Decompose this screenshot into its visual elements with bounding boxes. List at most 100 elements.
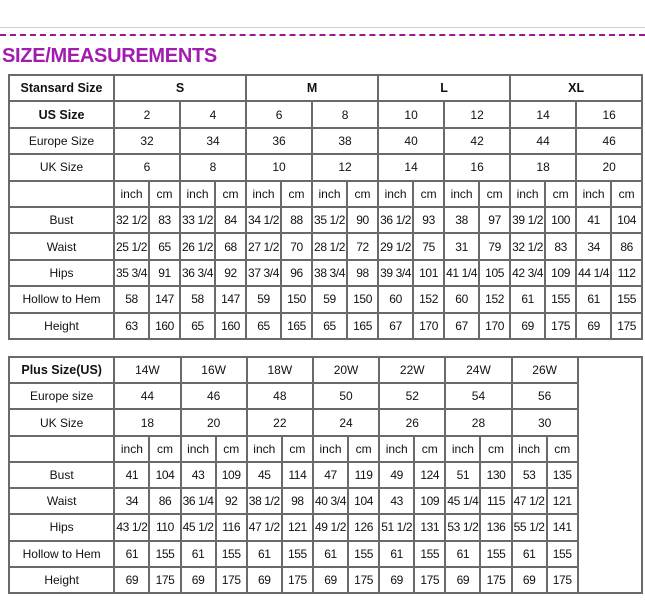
measurement-value: 101: [412, 258, 446, 288]
measurement-value: 67: [377, 311, 415, 341]
size-group-s: S: [112, 73, 248, 103]
europe-size-cell: 34: [178, 126, 248, 156]
measurement-value: 155: [479, 539, 513, 568]
measurement-value: 38 1/2: [245, 487, 283, 516]
uk-size-row: UK Size 18 20 22 24 26 28 30: [7, 408, 642, 437]
unit-cell: inch: [378, 434, 416, 463]
measurement-value: 55 1/2: [510, 513, 548, 542]
europe-size-cell: 50: [311, 382, 381, 411]
unit-cell: cm: [148, 434, 182, 463]
uk-size-cell: 22: [245, 408, 314, 437]
measurement-value: 160: [148, 311, 181, 341]
measurement-value: 41: [575, 205, 613, 235]
unit-cell: cm: [280, 179, 314, 208]
us-size-cell: 16: [575, 100, 644, 129]
measurement-value: 35 3/4: [113, 258, 150, 288]
measurement-value: 27 1/2: [245, 232, 283, 261]
uk-size-cell: 18: [113, 408, 182, 437]
europe-size-cell: 40: [377, 126, 446, 156]
measurement-value: 61: [378, 539, 416, 568]
measurement-value: 75: [412, 232, 446, 261]
page-title: SIZE/MEASUREMENTS: [2, 45, 217, 67]
measurement-row-bust: Bust 41 104 43 109 45 114 47 119 49 124 51 130 53 135: [7, 460, 642, 490]
unit-cell: cm: [544, 179, 578, 208]
us-size-cell: 12: [443, 100, 512, 129]
measurement-value: 65: [179, 311, 216, 341]
measurement-value: 35 1/2: [311, 205, 349, 235]
plus-us-size-cell: 24W: [444, 355, 513, 385]
europe-size-cell: 38: [311, 126, 380, 156]
size-group-m: M: [245, 73, 380, 103]
units-row: inch cm inch cm inch cm inch cm inch cm inch cm inch…: [7, 434, 642, 463]
measurement-value: 124: [413, 460, 447, 490]
us-size-cell: 2: [113, 100, 181, 129]
measurement-value: 91: [148, 258, 181, 288]
measurement-value: 98: [346, 258, 380, 288]
size-group-l: L: [377, 73, 512, 103]
measurement-value: 29 1/2: [377, 232, 415, 261]
measurement-value: 51: [444, 460, 482, 490]
measurement-value: 155: [544, 285, 578, 314]
measurement-value: 155: [610, 285, 644, 314]
measurement-value: 100: [544, 205, 578, 235]
measurement-value: 69: [179, 565, 217, 595]
uk-size-label: UK Size: [7, 408, 116, 437]
measurement-value: 69: [378, 565, 416, 595]
measurement-value: 92: [213, 258, 248, 288]
europe-size-cell: 46: [575, 126, 644, 156]
measurement-row-hollow-to-hem: Hollow to Hem 58 147 58 147 59 150 59 150 60 152 60…: [8, 285, 644, 314]
measurement-value: 43: [179, 460, 217, 490]
measurement-value: 109: [214, 460, 248, 490]
measurement-value: 49: [378, 460, 416, 490]
measurement-value: 116: [214, 513, 248, 542]
measurement-value: 61: [113, 539, 151, 568]
measurement-value: 58: [179, 285, 216, 314]
unit-cell: cm: [213, 179, 248, 208]
unit-cell: cm: [148, 179, 181, 208]
measurement-value: 53: [510, 460, 548, 490]
measurement-value: 47: [311, 460, 350, 490]
uk-size-cell: 20: [179, 408, 248, 437]
measurement-value: 110: [148, 513, 182, 542]
units-row: inch cm inch cm inch cm inch cm inch cm inch cm inch…: [8, 179, 644, 208]
unit-cell: cm: [214, 434, 248, 463]
measurement-value: 86: [148, 487, 182, 516]
unit-cell: cm: [280, 434, 314, 463]
measurement-value: 155: [280, 539, 314, 568]
europe-size-cell: 48: [245, 382, 314, 411]
measurement-value: 47 1/2: [510, 487, 548, 516]
dashed-divider: [0, 34, 645, 36]
uk-size-cell: 18: [509, 153, 578, 182]
measurement-value: 69: [113, 565, 151, 595]
unit-cell: cm: [413, 434, 447, 463]
europe-size-cell: 42: [443, 126, 512, 156]
measurement-label: Hollow to Hem: [8, 285, 115, 314]
unit-cell: cm: [610, 179, 644, 208]
measurement-value: 130: [479, 460, 513, 490]
uk-size-cell: 14: [377, 153, 446, 182]
measurement-value: 96: [280, 258, 314, 288]
measurement-value: 72: [346, 232, 380, 261]
measurement-row-hips: Hips 35 3/4 91 36 3/4 92 37 3/4 96 38 3/4 98 39 3…: [8, 258, 644, 288]
us-size-cell: 10: [377, 100, 446, 129]
measurement-value: 36 1/2: [377, 205, 415, 235]
unit-cell: inch: [245, 434, 283, 463]
measurement-value: 175: [544, 311, 578, 341]
header-row: Plus Size(US) 14W 16W 18W 20W 22W 24W 26W: [7, 355, 644, 594]
measurement-label: Hips: [7, 513, 116, 542]
europe-size-cell: 56: [510, 382, 579, 411]
measurement-value: 175: [214, 565, 248, 595]
measurement-value: 61: [311, 539, 350, 568]
unit-cell: inch: [179, 179, 216, 208]
uk-size-cell: 16: [443, 153, 512, 182]
measurement-row-hips: Hips 43 1/2 110 45 1/2 116 47 1/2 121 49 1/2 126…: [7, 513, 642, 542]
uk-size-row: UK Size 6 8 10 12 14 16 18 20: [8, 153, 644, 182]
measurement-value: 69: [510, 565, 548, 595]
measurement-value: 104: [610, 205, 644, 235]
measurement-value: 69: [575, 311, 613, 341]
measurement-value: 59: [311, 285, 349, 314]
measurement-label: Height: [7, 565, 116, 595]
measurement-value: 28 1/2: [311, 232, 349, 261]
measurement-value: 175: [148, 565, 182, 595]
unit-cell: cm: [412, 179, 446, 208]
